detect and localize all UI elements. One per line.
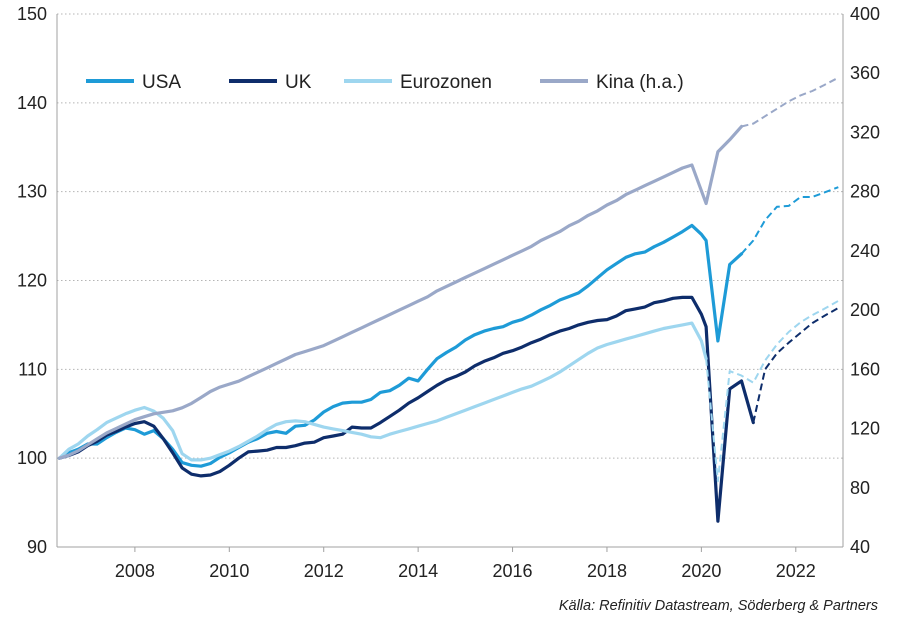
y-tick-label-right: 40	[850, 537, 870, 557]
x-axis-ticks: 2008 2010 2012 2014 2016 2018 2020 2022	[115, 547, 816, 581]
axes	[56, 14, 844, 548]
y-tick-label-right: 360	[850, 63, 880, 83]
x-tick-label: 2022	[776, 561, 816, 581]
x-tick-label: 2018	[587, 561, 627, 581]
y-tick-label-right: 240	[850, 241, 880, 261]
y-tick-label-right: 320	[850, 122, 880, 142]
series-lines	[57, 76, 839, 523]
x-tick-label: 2010	[209, 561, 249, 581]
y-tick-label-right: 400	[850, 4, 880, 24]
series-line-kina-h-a	[57, 124, 744, 460]
right-y-axis-ticks: 40 80 120 160 200 240 280 320 360 400	[850, 4, 880, 557]
legend-label-eurozonen: Eurozonen	[400, 72, 492, 93]
x-tick-label: 2012	[304, 561, 344, 581]
y-tick-label-left: 120	[17, 271, 47, 291]
series-forecast-kina-h-a	[741, 76, 839, 128]
y-tick-label-right: 160	[850, 359, 880, 379]
x-tick-label: 2014	[398, 561, 438, 581]
y-tick-label-right: 280	[850, 182, 880, 202]
y-tick-label-left: 90	[27, 537, 47, 557]
series-line-eurozonen	[57, 321, 708, 462]
y-tick-label-left: 140	[17, 93, 47, 113]
series-forecast-eurozonen	[705, 300, 839, 483]
y-tick-label-right: 120	[850, 419, 880, 439]
y-tick-label-left: 150	[17, 4, 47, 24]
source-note: Källa: Refinitiv Datastream, Söderberg &…	[558, 598, 878, 614]
legend-label-uk: UK	[285, 72, 312, 93]
left-y-axis-ticks: 90 100 110 120 130 140 150	[17, 4, 47, 557]
x-tick-label: 2008	[115, 561, 155, 581]
y-tick-label-left: 100	[17, 448, 47, 468]
y-tick-label-left: 130	[17, 182, 47, 202]
x-tick-label: 2016	[493, 561, 533, 581]
x-tick-label: 2020	[681, 561, 721, 581]
series-line-uk	[57, 295, 755, 523]
legend-label-usa: USA	[142, 72, 181, 93]
series-forecast-uk	[752, 307, 839, 423]
series-line-usa	[57, 223, 744, 468]
y-tick-label-right: 80	[850, 478, 870, 498]
y-tick-label-right: 200	[850, 300, 880, 320]
y-tick-label-left: 110	[18, 359, 47, 379]
legend: USA UK Eurozonen Kina (h.a.)	[86, 72, 684, 93]
series-forecast-usa	[740, 186, 839, 255]
legend-label-kina-h-a: Kina (h.a.)	[596, 72, 684, 93]
gridlines	[57, 13, 843, 459]
